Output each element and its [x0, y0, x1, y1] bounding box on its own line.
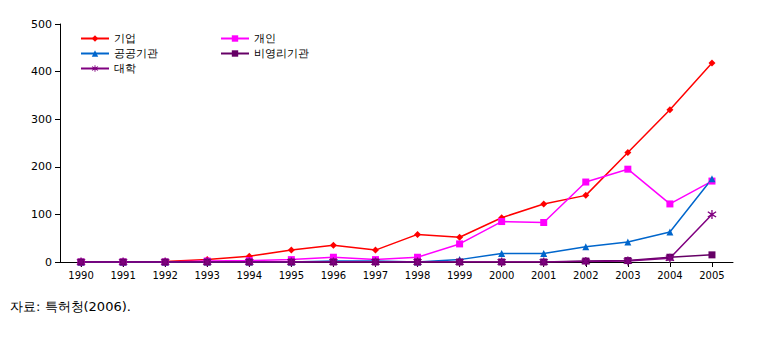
- svg-text:2004: 2004: [657, 270, 682, 281]
- svg-text:300: 300: [31, 113, 52, 126]
- svg-text:개인: 개인: [254, 32, 276, 45]
- svg-text:자료: 특허청(2006).: 자료: 특허청(2006).: [10, 299, 131, 314]
- svg-text:2001: 2001: [531, 270, 556, 281]
- svg-text:2003: 2003: [615, 270, 640, 281]
- svg-text:1993: 1993: [194, 270, 219, 281]
- svg-text:기업: 기업: [114, 32, 136, 45]
- svg-text:1996: 1996: [321, 270, 346, 281]
- svg-text:1997: 1997: [363, 270, 388, 281]
- svg-text:1999: 1999: [447, 270, 472, 281]
- svg-text:1994: 1994: [237, 270, 262, 281]
- svg-text:400: 400: [31, 65, 52, 78]
- svg-text:비영리기관: 비영리기관: [254, 47, 309, 60]
- svg-text:1990: 1990: [68, 270, 93, 281]
- svg-text:2000: 2000: [489, 270, 514, 281]
- svg-text:500: 500: [31, 18, 52, 31]
- svg-text:2002: 2002: [573, 270, 598, 281]
- svg-text:대학: 대학: [114, 62, 136, 75]
- svg-text:100: 100: [31, 208, 52, 221]
- svg-text:0: 0: [45, 256, 52, 269]
- svg-text:1991: 1991: [110, 270, 135, 281]
- svg-text:2005: 2005: [699, 270, 724, 281]
- svg-text:1998: 1998: [405, 270, 430, 281]
- svg-text:1995: 1995: [279, 270, 304, 281]
- svg-text:공공기관: 공공기관: [114, 47, 158, 60]
- svg-text:1992: 1992: [152, 270, 177, 281]
- svg-text:200: 200: [31, 160, 52, 173]
